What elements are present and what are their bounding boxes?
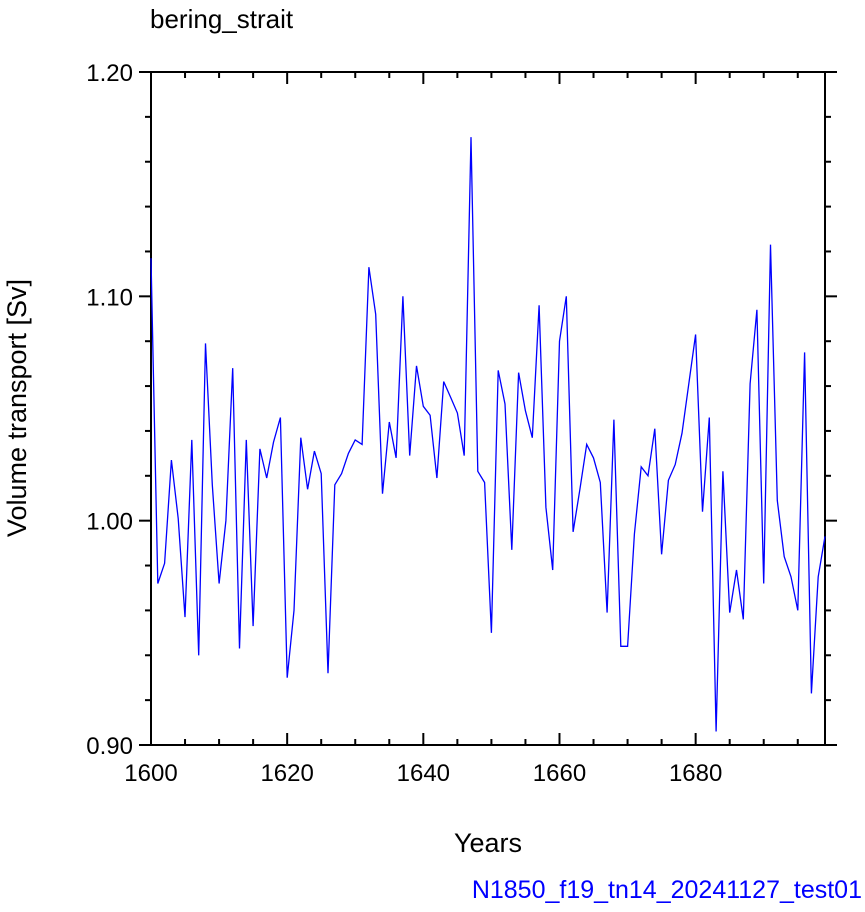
series-group bbox=[150, 137, 826, 732]
axis-ticks bbox=[139, 71, 837, 746]
x-tick-label: 1680 bbox=[669, 760, 722, 787]
y-tick-label: 0.90 bbox=[86, 733, 133, 760]
chart-title: bering_strait bbox=[150, 4, 294, 34]
run-caption: N1850_f19_tn14_20241127_test01 bbox=[472, 876, 862, 904]
x-axis-label: Years bbox=[454, 828, 522, 858]
x-tick-label: 1640 bbox=[397, 760, 450, 787]
x-tick-label: 1600 bbox=[124, 760, 177, 787]
x-tick-label: 1620 bbox=[260, 760, 313, 787]
y-tick-label: 1.00 bbox=[86, 509, 133, 536]
series-line bbox=[150, 137, 826, 732]
y-tick-label: 1.20 bbox=[86, 60, 133, 87]
x-tick-labels: 1600 1620 1640 1660 1680 bbox=[124, 760, 722, 787]
plot-frame bbox=[150, 71, 826, 746]
y-tick-labels: 0.90 1.00 1.10 1.20 bbox=[86, 60, 133, 760]
y-tick-label: 1.10 bbox=[86, 284, 133, 311]
y-axis-label: Volume transport [Sv] bbox=[2, 279, 32, 537]
x-tick-label: 1660 bbox=[533, 760, 586, 787]
